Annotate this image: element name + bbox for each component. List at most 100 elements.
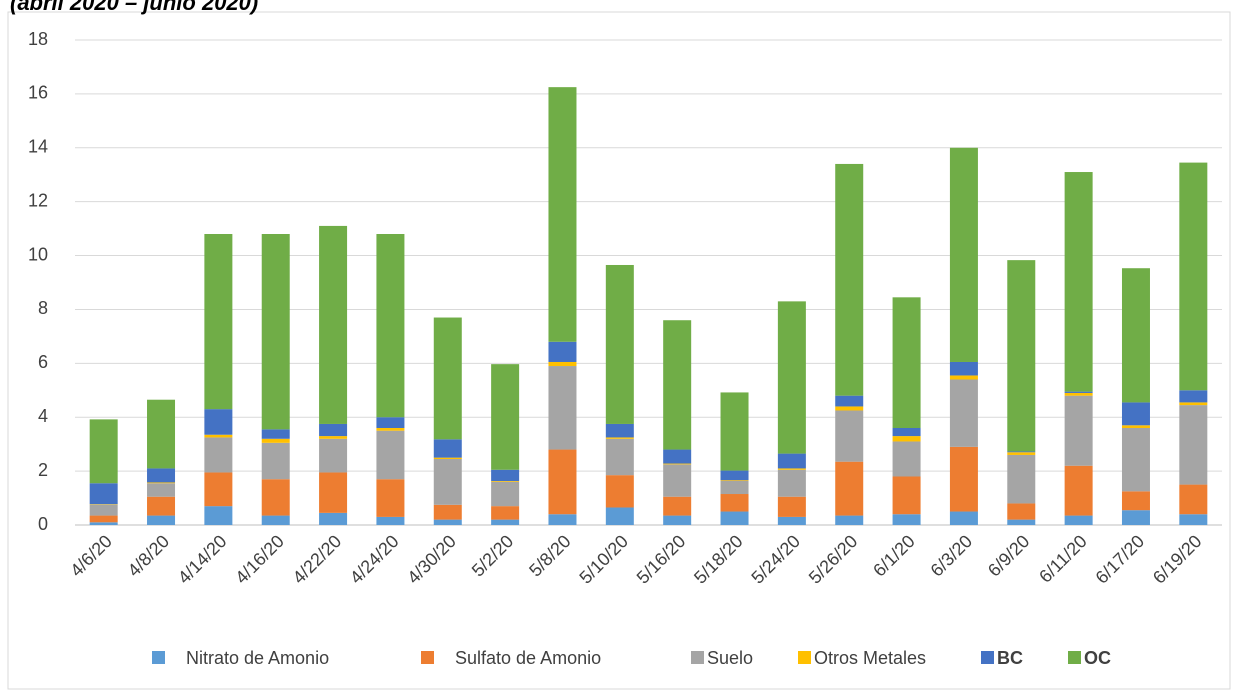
bar-segment bbox=[204, 434, 233, 438]
bar-segment bbox=[319, 436, 348, 439]
bar-segment bbox=[433, 504, 462, 520]
bar-segment bbox=[433, 519, 462, 525]
bar-segment bbox=[491, 481, 520, 507]
legend-label: BC bbox=[997, 648, 1023, 668]
bar-segment bbox=[491, 481, 520, 482]
bar-segment bbox=[204, 472, 233, 507]
bar-segment bbox=[548, 366, 577, 450]
bar-segment bbox=[777, 301, 806, 454]
bar-segment bbox=[261, 515, 290, 525]
bar-segment bbox=[376, 479, 405, 517]
bar-segment bbox=[892, 436, 921, 442]
bar-segment bbox=[319, 225, 348, 424]
bar-segment bbox=[261, 234, 290, 430]
bar-segment bbox=[777, 516, 806, 525]
bar-segment bbox=[605, 264, 634, 424]
legend-swatch bbox=[798, 651, 811, 664]
bar-segment bbox=[433, 439, 462, 458]
bar-segment bbox=[949, 446, 978, 512]
bar-segment bbox=[1121, 425, 1150, 428]
bar-segment bbox=[892, 476, 921, 515]
bar-segment bbox=[663, 320, 692, 450]
y-tick-label: 0 bbox=[38, 514, 48, 534]
y-tick-label: 8 bbox=[38, 298, 48, 318]
bar-segment bbox=[605, 423, 634, 438]
bar-segment bbox=[147, 483, 176, 497]
bar-segment bbox=[1007, 519, 1036, 525]
y-tick-label: 2 bbox=[38, 460, 48, 480]
bar-segment bbox=[261, 479, 290, 516]
bar-segment bbox=[261, 442, 290, 480]
bar-segment bbox=[949, 375, 978, 380]
bar-segment bbox=[319, 472, 348, 513]
bar-segment bbox=[89, 515, 118, 523]
legend-swatch bbox=[152, 651, 165, 664]
bar-segment bbox=[663, 464, 692, 497]
bar-segment bbox=[835, 461, 864, 516]
bar-segment bbox=[319, 423, 348, 437]
bar-segment bbox=[605, 507, 634, 525]
bar-segment bbox=[1179, 390, 1208, 403]
y-tick-label: 6 bbox=[38, 352, 48, 372]
bar-segment bbox=[548, 449, 577, 515]
bar-segment bbox=[376, 516, 405, 525]
bar-segment bbox=[319, 512, 348, 525]
bar-segment bbox=[663, 515, 692, 525]
bar-segment bbox=[1121, 402, 1150, 426]
bar-segment bbox=[89, 483, 118, 505]
bar-segment bbox=[835, 410, 864, 462]
bar-segment bbox=[720, 480, 749, 481]
bar-segment bbox=[1179, 405, 1208, 485]
bar-segment bbox=[663, 496, 692, 516]
bar-segment bbox=[720, 470, 749, 481]
bar-segment bbox=[376, 417, 405, 428]
y-tick-label: 4 bbox=[38, 406, 48, 426]
bar-segment bbox=[605, 438, 634, 476]
bar-segment bbox=[1121, 491, 1150, 511]
bar-segment bbox=[1121, 428, 1150, 492]
bar-segment bbox=[261, 438, 290, 443]
bar-segment bbox=[89, 419, 118, 484]
bar-segment bbox=[1064, 395, 1093, 466]
legend-swatch bbox=[421, 651, 434, 664]
bar-segment bbox=[1179, 402, 1208, 406]
bar-segment bbox=[147, 482, 176, 484]
legend-swatch bbox=[981, 651, 994, 664]
bar-segment bbox=[835, 163, 864, 396]
y-tick-label: 14 bbox=[28, 137, 48, 157]
bar-segment bbox=[261, 429, 290, 439]
bar-segment bbox=[892, 514, 921, 525]
bar-segment bbox=[949, 361, 978, 376]
chart-title: (abril 2020 – junio 2020) bbox=[10, 0, 258, 15]
bar-segment bbox=[1179, 484, 1208, 515]
bar-segment bbox=[89, 504, 118, 505]
bar-segment bbox=[720, 480, 749, 495]
bar-segment bbox=[548, 341, 577, 362]
bar-segment bbox=[147, 468, 176, 483]
bar-segment bbox=[949, 147, 978, 362]
y-tick-label: 10 bbox=[28, 244, 48, 264]
bar-segment bbox=[491, 519, 520, 525]
bar-segment bbox=[491, 506, 520, 520]
bar-segment bbox=[376, 234, 405, 418]
legend-label: Suelo bbox=[707, 648, 753, 668]
bar-segment bbox=[1179, 162, 1208, 391]
bar-segment bbox=[204, 409, 233, 435]
bar-segment bbox=[491, 364, 520, 470]
bar-segment bbox=[1064, 172, 1093, 392]
bar-segment bbox=[204, 437, 233, 473]
bar-segment bbox=[548, 514, 577, 525]
bar-segment bbox=[319, 438, 348, 473]
bar-segment bbox=[777, 468, 806, 470]
bar-segment bbox=[147, 515, 176, 525]
bar-segment bbox=[1007, 260, 1036, 452]
bar-segment bbox=[720, 494, 749, 512]
bar-segment bbox=[376, 428, 405, 431]
bar-segment bbox=[835, 395, 864, 407]
bar-segment bbox=[1121, 510, 1150, 525]
bar-segment bbox=[835, 406, 864, 411]
legend-label: Sulfato de Amonio bbox=[455, 648, 601, 668]
bar-segment bbox=[1121, 268, 1150, 403]
y-tick-label: 18 bbox=[28, 29, 48, 49]
